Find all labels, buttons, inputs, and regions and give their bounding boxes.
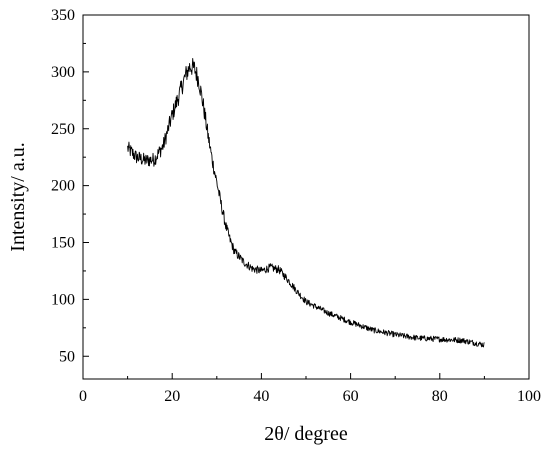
- x-tick-label: 20: [164, 388, 180, 405]
- y-tick-label: 200: [51, 178, 75, 195]
- x-tick-label: 40: [253, 388, 269, 405]
- y-tick-label: 100: [51, 291, 75, 308]
- y-tick-label: 350: [51, 7, 75, 24]
- tick-labels: 0 20 40 60 80 100 50 100 150 200 250 300 350: [51, 7, 541, 405]
- x-tick-label: 60: [343, 388, 359, 405]
- x-tick-label: 100: [517, 388, 541, 405]
- x-tick-label: 80: [432, 388, 448, 405]
- y-tick-label: 150: [51, 235, 75, 252]
- y-axis-title: Intensity/ a.u.: [7, 142, 29, 251]
- y-tick-label: 250: [51, 121, 75, 138]
- plot-frame: [82, 14, 530, 380]
- y-tick-label: 300: [51, 64, 75, 81]
- x-tick-label: 0: [79, 388, 87, 405]
- x-axis-title: 2θ/ degree: [264, 423, 348, 445]
- series-line: [127, 58, 485, 348]
- tick-marks: [82, 14, 530, 379]
- y-tick-label: 50: [59, 348, 75, 365]
